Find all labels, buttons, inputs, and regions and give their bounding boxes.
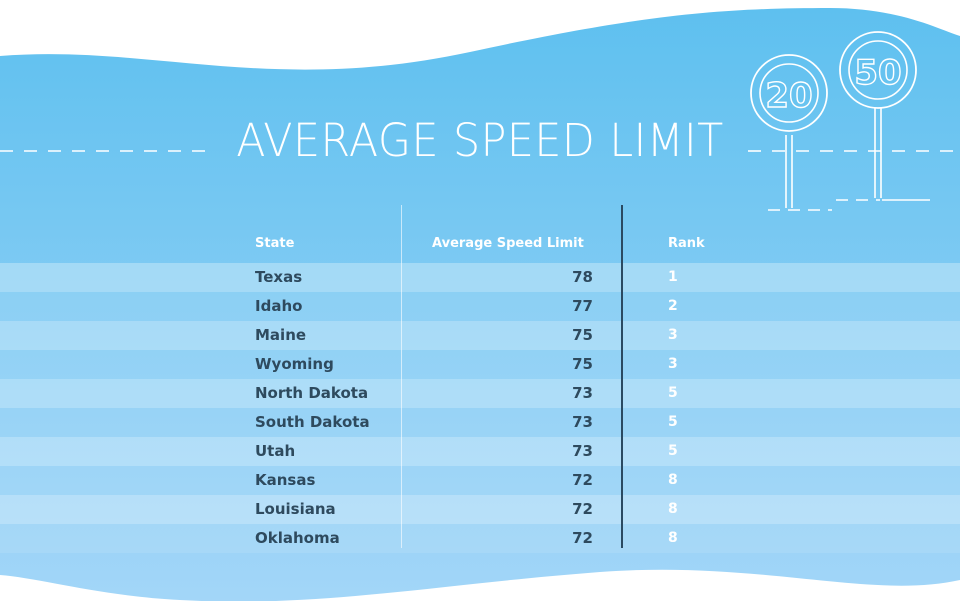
cell-state: Idaho xyxy=(255,297,303,315)
cell-rank: 8 xyxy=(668,472,678,488)
cell-speed-limit: 73 xyxy=(572,384,593,402)
cell-state: Maine xyxy=(255,326,307,344)
cell-state: Louisiana xyxy=(255,500,336,518)
table-row: Kansas 72 8 xyxy=(0,466,960,495)
cell-rank: 5 xyxy=(668,414,678,430)
table-row: Oklahoma 72 8 xyxy=(0,524,960,553)
cell-speed-limit: 75 xyxy=(572,326,593,344)
sign-20-label: 20 xyxy=(765,76,812,116)
cell-state: Oklahoma xyxy=(255,529,340,547)
table-row: Wyoming 75 3 xyxy=(0,350,960,379)
cell-speed-limit: 72 xyxy=(572,529,593,547)
dashed-road-line xyxy=(0,150,960,211)
cell-rank: 5 xyxy=(668,385,678,401)
cell-speed-limit: 75 xyxy=(572,355,593,373)
cell-rank: 3 xyxy=(668,327,678,343)
table-row: South Dakota 73 5 xyxy=(0,408,960,437)
cell-state: Texas xyxy=(255,268,303,286)
cell-rank: 3 xyxy=(668,356,678,372)
cell-speed-limit: 73 xyxy=(572,413,593,431)
cell-speed-limit: 78 xyxy=(572,268,593,286)
table-row: Texas 78 1 xyxy=(0,263,960,292)
cell-rank: 1 xyxy=(668,269,678,285)
page-title: AVERAGE SPEED LIMIT xyxy=(236,114,724,167)
table-row: Maine 75 3 xyxy=(0,321,960,350)
cell-state: Kansas xyxy=(255,471,316,489)
table-row: Utah 73 5 xyxy=(0,437,960,466)
cell-state: Utah xyxy=(255,442,296,460)
cell-rank: 8 xyxy=(668,501,678,517)
table-row: Louisiana 72 8 xyxy=(0,495,960,524)
table-row: Idaho 77 2 xyxy=(0,292,960,321)
column-divider xyxy=(621,205,623,548)
table-body: Texas 78 1 Idaho 77 2 Maine 75 3 Wyoming 75 3 North … xyxy=(0,263,960,553)
speed-limit-sign-20-icon: 20 xyxy=(750,54,828,208)
cell-speed-limit: 72 xyxy=(572,500,593,518)
table-row: North Dakota 73 5 xyxy=(0,379,960,408)
cell-state: North Dakota xyxy=(255,384,369,402)
cell-state: South Dakota xyxy=(255,413,370,431)
cell-rank: 2 xyxy=(668,298,678,314)
cell-speed-limit: 73 xyxy=(572,442,593,460)
cell-speed-limit: 77 xyxy=(572,297,593,315)
column-divider-light xyxy=(401,205,402,548)
cell-speed-limit: 72 xyxy=(572,471,593,489)
column-header-state: State xyxy=(255,236,295,251)
cell-rank: 5 xyxy=(668,443,678,459)
column-header-speed-limit: Average Speed Limit xyxy=(432,236,584,251)
speed-limit-sign-50-icon: 50 xyxy=(839,31,917,198)
sign-50-label: 50 xyxy=(854,53,901,93)
column-header-rank: Rank xyxy=(668,236,705,251)
cell-rank: 8 xyxy=(668,530,678,546)
cell-state: Wyoming xyxy=(255,355,334,373)
